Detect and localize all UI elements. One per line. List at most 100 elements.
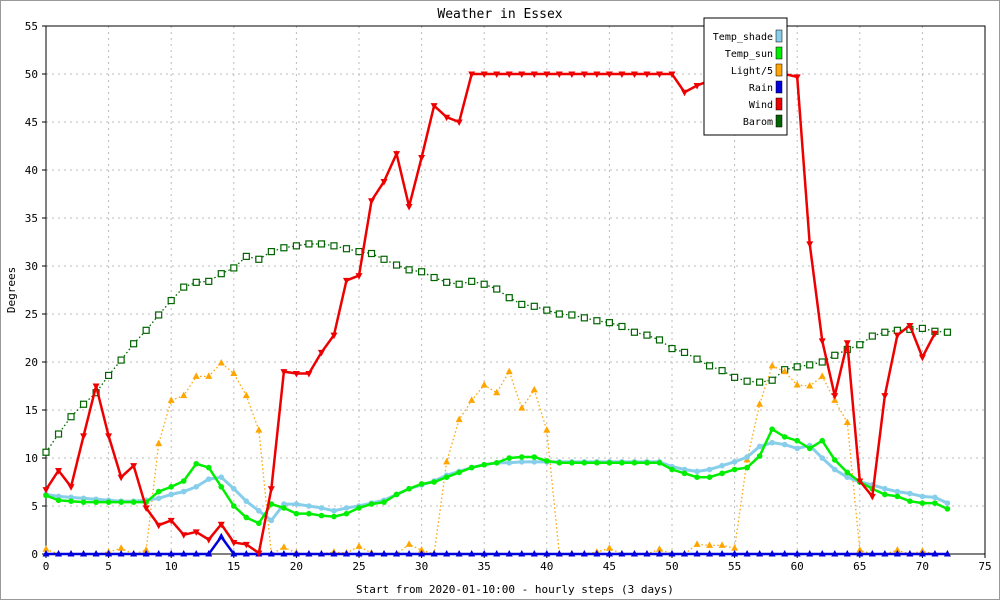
- data-point-temp-sun: [719, 470, 725, 477]
- data-point-barom: [217, 270, 225, 278]
- data-point-temp-shade: [180, 488, 187, 495]
- data-point-rain: [430, 550, 438, 557]
- data-point-temp-sun: [481, 461, 488, 468]
- data-point-rain: [893, 550, 901, 557]
- data-point-temp-shade: [256, 508, 262, 514]
- data-point-barom: [255, 255, 263, 263]
- data-point-rain: [368, 550, 376, 557]
- data-point-rain: [130, 550, 138, 557]
- data-point-temp-sun: [819, 437, 826, 444]
- data-point-light-5: [781, 367, 789, 375]
- data-point-wind: [305, 371, 313, 378]
- data-point-rain: [655, 550, 663, 557]
- x-tick-label: 60: [791, 560, 804, 573]
- x-tick-label: 55: [728, 560, 741, 573]
- y-tick-label: 50: [25, 68, 38, 81]
- data-point-barom: [355, 248, 363, 256]
- data-point-temp-shade: [894, 488, 901, 495]
- legend-label-wind: Wind: [749, 100, 773, 111]
- legend-swatch-temp-sun: [775, 46, 783, 60]
- data-point-rain: [142, 550, 150, 557]
- data-point-light-5: [543, 426, 551, 433]
- data-point-barom: [718, 367, 726, 375]
- data-point-rain: [230, 550, 238, 557]
- data-point-temp-shade: [794, 445, 800, 452]
- data-point-barom: [593, 317, 601, 325]
- data-point-temp-sun: [431, 479, 437, 485]
- data-point-temp-shade: [80, 495, 87, 502]
- data-point-wind: [342, 277, 350, 285]
- data-point-temp-shade: [268, 517, 275, 524]
- data-point-rain: [380, 550, 388, 557]
- data-point-wind: [530, 71, 538, 78]
- chart-title: Weather in Essex: [437, 7, 562, 22]
- y-tick-label: 55: [25, 20, 38, 33]
- data-point-rain: [117, 550, 125, 557]
- data-point-temp-sun: [731, 466, 738, 473]
- data-point-temp-sun: [493, 460, 500, 466]
- data-point-temp-sun: [744, 464, 750, 471]
- data-point-barom: [292, 242, 300, 250]
- series-temp-sun: [43, 426, 951, 527]
- y-tick-label: 35: [25, 212, 38, 225]
- data-point-wind: [543, 71, 551, 78]
- data-point-temp-sun: [343, 510, 350, 517]
- data-point-temp-shade: [531, 459, 538, 465]
- data-point-light-5: [756, 400, 764, 407]
- data-point-barom: [130, 340, 138, 348]
- data-point-barom: [392, 261, 401, 269]
- data-point-temp-sun: [706, 474, 713, 481]
- data-point-rain: [330, 550, 338, 557]
- data-point-wind: [130, 463, 138, 470]
- data-point-temp-shade: [281, 501, 287, 507]
- data-point-temp-sun: [68, 498, 74, 505]
- data-point-barom: [693, 355, 701, 363]
- data-point-wind: [355, 273, 363, 280]
- data-point-rain: [568, 550, 576, 557]
- data-point-light-5: [42, 545, 50, 552]
- data-point-rain: [630, 550, 638, 557]
- data-point-barom: [643, 331, 651, 339]
- data-point-temp-sun: [468, 464, 475, 471]
- data-point-wind: [918, 354, 926, 362]
- data-point-rain: [706, 550, 714, 557]
- data-point-rain: [355, 550, 363, 557]
- data-point-wind: [480, 71, 488, 78]
- data-point-rain: [217, 532, 225, 540]
- data-point-temp-sun: [331, 513, 337, 520]
- data-point-rain: [806, 550, 814, 557]
- data-point-rain: [881, 550, 889, 557]
- data-point-temp-shade: [518, 459, 525, 465]
- data-point-temp-sun: [619, 460, 625, 466]
- data-point-barom: [443, 278, 451, 286]
- data-point-wind: [468, 71, 476, 78]
- data-point-wind: [405, 203, 413, 211]
- data-point-wind: [330, 332, 338, 340]
- data-point-temp-shade: [506, 460, 513, 466]
- data-point-rain: [205, 550, 213, 557]
- data-point-light-5: [655, 545, 663, 552]
- data-point-rain: [831, 550, 839, 557]
- data-point-barom: [793, 363, 801, 371]
- data-point-wind: [230, 539, 238, 547]
- data-point-temp-sun: [844, 469, 851, 476]
- data-point-rain: [856, 550, 864, 557]
- data-point-light-5: [605, 544, 613, 551]
- data-point-rain: [906, 550, 914, 557]
- data-point-light-5: [480, 381, 488, 388]
- data-point-wind: [593, 71, 601, 78]
- data-point-rain: [105, 550, 113, 557]
- x-tick-label: 45: [603, 560, 616, 573]
- data-point-temp-sun: [631, 460, 638, 466]
- data-point-rain: [192, 550, 200, 557]
- data-point-temp-shade: [781, 441, 788, 448]
- data-point-light-5: [843, 418, 851, 425]
- x-tick-label: 5: [105, 560, 112, 573]
- data-point-barom: [155, 311, 163, 319]
- x-tick-label: 75: [978, 560, 991, 573]
- data-point-temp-sun: [569, 460, 575, 466]
- data-point-rain: [167, 550, 175, 557]
- data-point-temp-sun: [882, 491, 888, 498]
- y-tick-label: 40: [25, 164, 38, 177]
